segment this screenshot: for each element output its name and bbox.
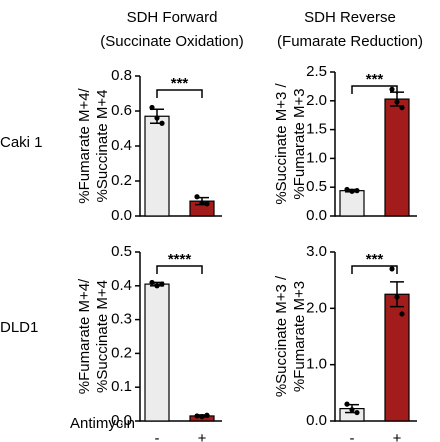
y-axis-label: %Fumarate M+3 [291,88,308,199]
x-tick-label: + [393,430,402,442]
significance-label: *** [366,251,384,268]
data-point [349,407,355,413]
significance-label: **** [168,251,192,268]
bar [339,190,365,217]
error-bar [390,281,404,308]
bar [384,293,410,422]
row-label: DLD1 [0,319,38,336]
y-tick-label: 0.6 [111,102,132,119]
data-point [349,188,355,194]
x-tick-label: + [198,430,207,442]
x-tick-label: - [155,430,160,442]
y-tick-label: 1.0 [306,356,327,373]
significance-bracket [156,265,203,274]
y-axis-label: %Succinate M+4 [94,90,111,203]
data-point [154,283,160,289]
column-title: SDH Reverse [304,9,396,26]
y-tick-label: 0.0 [111,412,132,429]
bar [144,283,170,422]
y-tick-label: 0.3 [111,311,132,328]
y-axis-label: %Fumarate M+4/ [76,278,93,394]
significance-label: *** [366,71,384,88]
y-tick-label: 0.2 [111,172,132,189]
y-tick-label: 0.5 [306,178,327,195]
row-label: Caki 1 [0,134,43,151]
significance-label: *** [171,75,189,92]
significance-bracket [156,89,203,98]
y-axis-label: %Fumarate M+4/ [76,87,93,203]
treatment-label: Antimycin [70,415,135,432]
y-tick-label: 0.0 [306,412,327,429]
data-point [199,200,205,206]
data-point [194,413,200,419]
data-point [149,279,155,286]
data-point [194,194,200,200]
data-point [389,266,395,272]
y-tick-label: 3.0 [306,243,327,260]
data-point [394,294,400,300]
data-point [199,414,205,420]
y-axis-label: %Succinate M+4 [94,280,111,393]
y-tick-label: 0.0 [111,207,132,224]
data-point [389,86,395,92]
significance-bracket [351,85,398,94]
data-point [204,201,210,207]
y-tick-label: 2.0 [306,92,327,109]
y-tick-label: 1.0 [306,149,327,166]
y-tick-label: 2.5 [306,63,327,80]
x-tick-label: - [350,430,355,442]
data-point [394,99,400,105]
data-point [354,188,360,194]
data-point [399,311,405,317]
y-tick-label: 0.8 [111,67,132,84]
column-title: (Fumarate Reduction) [277,33,423,50]
y-tick-label: 1.5 [306,121,327,138]
y-tick-label: 2.0 [306,299,327,316]
bar [384,98,410,217]
y-axis-label: %Fumarate M+3 [291,281,308,392]
data-point [354,409,360,416]
data-point [154,115,160,121]
data-point [399,105,405,111]
y-tick-label: 0.4 [111,277,132,294]
y-tick-label: 0.4 [111,137,132,154]
y-axis-label: %Succinate M+3 / [273,275,290,397]
data-point [159,120,165,126]
column-title: SDH Forward [127,9,218,26]
y-tick-label: 0.0 [306,207,327,224]
y-tick-label: 0.2 [111,344,132,361]
y-tick-label: 0.1 [111,378,132,395]
column-title: (Succinate Oxidation) [100,33,243,50]
y-axis-label: %Succinate M+3 / [273,83,290,205]
data-point [149,104,155,111]
significance-bracket [351,265,398,274]
data-point [204,412,210,418]
bar [144,115,170,217]
y-tick-label: 0.5 [111,243,132,260]
data-point [159,281,165,287]
data-point [344,401,350,407]
data-point [344,186,350,193]
